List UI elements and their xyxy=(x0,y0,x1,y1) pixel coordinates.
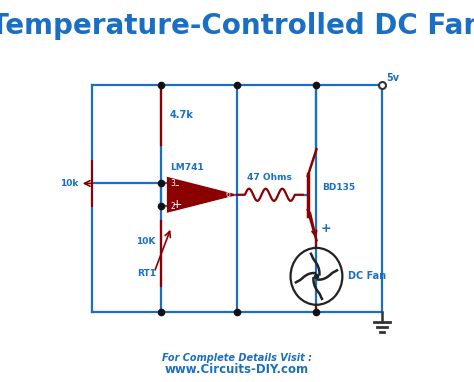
Polygon shape xyxy=(168,178,234,212)
Text: 3: 3 xyxy=(171,179,175,188)
Text: +: + xyxy=(171,198,182,211)
Text: 2: 2 xyxy=(171,202,175,210)
Text: 10K: 10K xyxy=(137,237,156,246)
Text: Temperature-Controlled DC Fan: Temperature-Controlled DC Fan xyxy=(0,12,474,40)
Text: +: + xyxy=(320,222,331,235)
Text: DC Fan: DC Fan xyxy=(347,271,386,281)
Text: -: - xyxy=(174,179,179,192)
Text: For Complete Details Visit :: For Complete Details Visit : xyxy=(162,353,312,363)
Text: 10k: 10k xyxy=(60,179,79,188)
Text: 5v: 5v xyxy=(386,73,400,83)
Text: 47 Ohms: 47 Ohms xyxy=(247,173,292,181)
Text: 4.7k: 4.7k xyxy=(170,110,193,120)
Text: LM741: LM741 xyxy=(170,163,203,172)
Text: www.Circuits-DIY.com: www.Circuits-DIY.com xyxy=(165,364,309,377)
Text: 6: 6 xyxy=(226,190,231,199)
Text: BD135: BD135 xyxy=(322,183,355,192)
Text: RT1: RT1 xyxy=(137,269,156,278)
